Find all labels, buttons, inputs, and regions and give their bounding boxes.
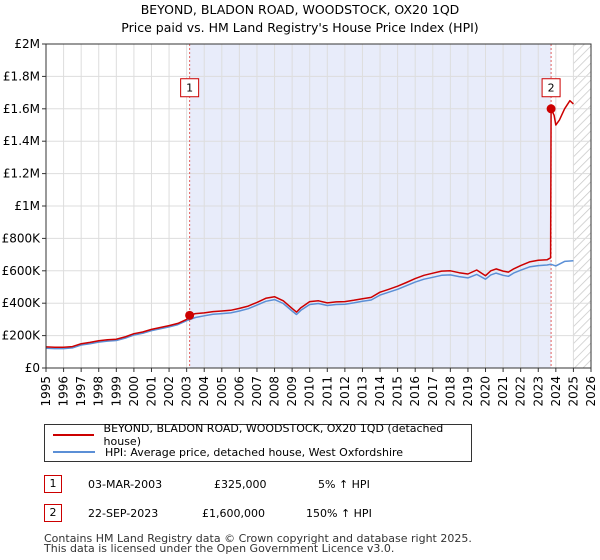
x-tick-label: 2026: [584, 376, 598, 407]
x-tick-label: 2014: [373, 376, 387, 407]
y-tick-label: £1.2M: [3, 167, 40, 181]
x-tick-label: 1999: [109, 376, 123, 407]
x-tick-label: 2008: [268, 376, 282, 407]
y-tick-label: £1.6M: [3, 102, 40, 116]
transaction-hpi: 5% ↑ HPI: [318, 478, 370, 491]
x-tick-label: 2005: [215, 376, 229, 407]
x-tick-label: 2017: [426, 376, 440, 407]
sale-point: [546, 104, 556, 114]
footer-copyright: Contains HM Land Registry data © Crown c…: [44, 532, 472, 545]
chart-subtitle: Price paid vs. HM Land Registry's House …: [121, 20, 479, 35]
transaction-row: 2 22-SEP-2023 £1,600,000 150% ↑ HPI: [0, 503, 600, 525]
transaction-date: 22-SEP-2023: [88, 507, 159, 520]
x-tick-label: 2002: [162, 376, 176, 407]
legend-label-hpi: HPI: Average price, detached house, West…: [105, 445, 404, 459]
price-chart: 1 2 £0 £200K £400K £600K £800K £1M £1.2M £1.4M £1…: [2, 37, 598, 407]
y-tick-label: £1.8M: [3, 69, 40, 83]
legend-item-property: BEYOND, BLADON ROAD, WOODSTOCK, OX20 1QD…: [53, 422, 471, 448]
footer-licence: This data is licensed under the Open Gov…: [44, 542, 395, 555]
x-tick-label: 2011: [320, 376, 334, 407]
y-tick-label: £600K: [2, 264, 42, 278]
y-tick-label: £1.4M: [3, 134, 40, 148]
sale-label: 2: [548, 82, 555, 95]
y-tick-label: £0: [25, 361, 40, 375]
y-tick-label: £400K: [2, 296, 42, 310]
x-tick-label: 2001: [144, 376, 158, 407]
y-tick-label: £200K: [2, 329, 42, 343]
y-tick-label: £1M: [14, 199, 40, 213]
transaction-hpi: 150% ↑ HPI: [306, 507, 372, 520]
transaction-price: £1,600,000: [202, 507, 265, 520]
x-tick-label: 2023: [531, 376, 545, 407]
sale-label-box: [541, 78, 561, 98]
x-tick-label: 1997: [74, 376, 88, 407]
x-tick-label: 2012: [338, 376, 352, 407]
x-tick-label: 2022: [514, 376, 528, 407]
transaction-date: 03-MAR-2003: [88, 478, 163, 491]
chart-title: BEYOND, BLADON ROAD, WOODSTOCK, OX20 1QD: [140, 2, 460, 17]
x-tick-label: 2013: [355, 376, 369, 407]
hpi-line: [45, 260, 574, 350]
x-tick-label: 2015: [391, 376, 405, 407]
x-tick-label: 2009: [285, 376, 299, 407]
x-tick-label: 2004: [197, 376, 211, 407]
transaction-row: 1 03-MAR-2003 £325,000 5% ↑ HPI: [0, 474, 600, 496]
legend-swatch-property: [53, 434, 94, 436]
transaction-price: £325,000: [214, 478, 267, 491]
x-tick-label: 2020: [479, 376, 493, 407]
x-tick-label: 1998: [92, 376, 106, 407]
sale-label-box: [180, 78, 200, 98]
x-tick-label: 2010: [303, 376, 317, 407]
property-price-line: [45, 99, 574, 349]
x-tick-label: 2006: [232, 376, 246, 407]
x-tick-label: 2016: [408, 376, 422, 407]
y-tick-label: £800K: [2, 231, 42, 245]
x-tick-label: 2000: [127, 376, 141, 407]
legend-item-hpi: HPI: Average price, detached house, West…: [53, 443, 403, 461]
x-tick-label: 2018: [443, 376, 457, 407]
x-tick-label: 2007: [250, 376, 264, 407]
y-tick-label: £2M: [14, 37, 40, 51]
transaction-number: 1: [44, 475, 62, 493]
x-tick-label: 1996: [57, 376, 71, 407]
sale-point: [185, 310, 195, 320]
legend-label-property: BEYOND, BLADON ROAD, WOODSTOCK, OX20 1QD…: [103, 422, 444, 448]
x-tick-label: 1995: [39, 376, 53, 407]
legend-swatch-hpi: [53, 451, 95, 453]
x-tick-label: 2025: [566, 376, 580, 407]
chart-legend: BEYOND, BLADON ROAD, WOODSTOCK, OX20 1QD…: [44, 422, 472, 462]
x-tick-label: 2024: [549, 376, 563, 407]
x-tick-label: 2021: [496, 376, 510, 407]
x-tick-label: 2003: [180, 376, 194, 407]
transaction-number: 2: [44, 504, 62, 522]
x-tick-label: 2019: [461, 376, 475, 407]
sale-label: 1: [186, 82, 193, 95]
